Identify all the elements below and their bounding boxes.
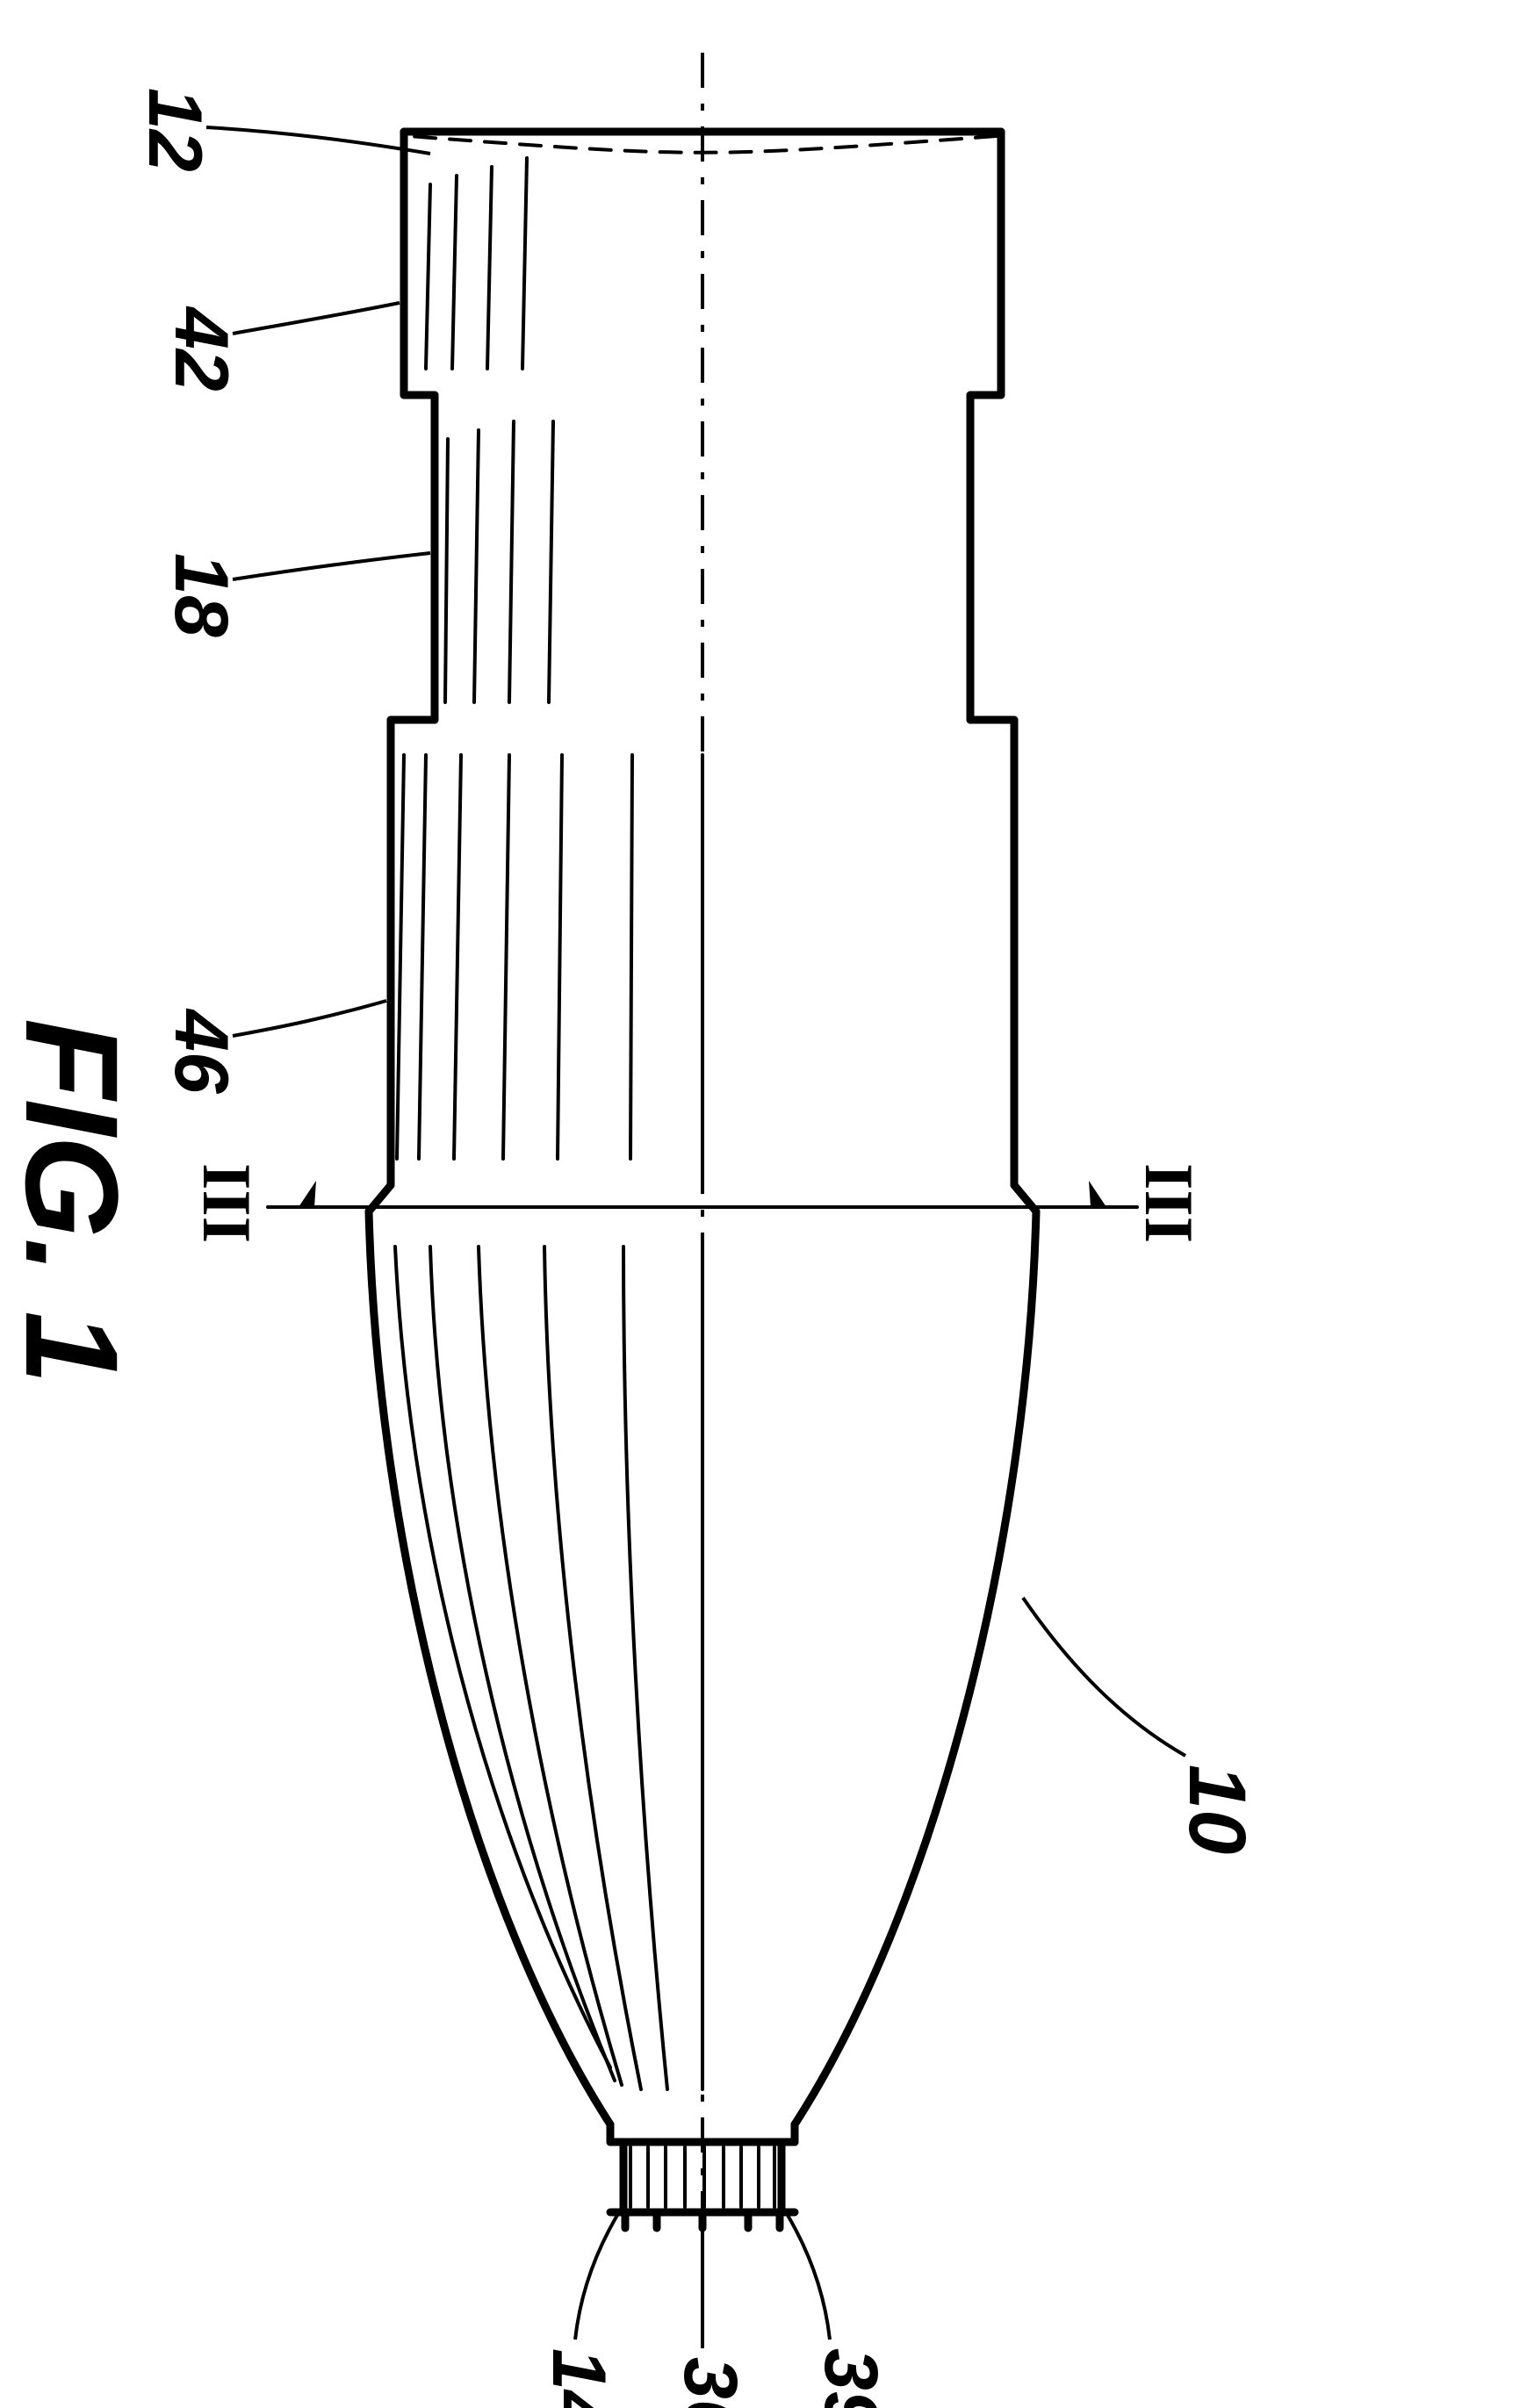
ref-12: 12: [133, 88, 217, 172]
section-mark-bottom: III: [189, 1163, 265, 1243]
ref-10: 10: [1172, 1765, 1262, 1854]
ref-36: 36: [668, 2357, 753, 2408]
ref-46: 46: [159, 1008, 243, 1095]
ref-18: 18: [159, 553, 243, 637]
ref-39: 39: [809, 2348, 893, 2408]
ref-14: 14: [537, 2348, 621, 2408]
figure-title: FIG. 1: [0, 1018, 146, 1384]
section-mark-top: III: [1131, 1163, 1207, 1243]
ref-42: 42: [159, 305, 243, 392]
